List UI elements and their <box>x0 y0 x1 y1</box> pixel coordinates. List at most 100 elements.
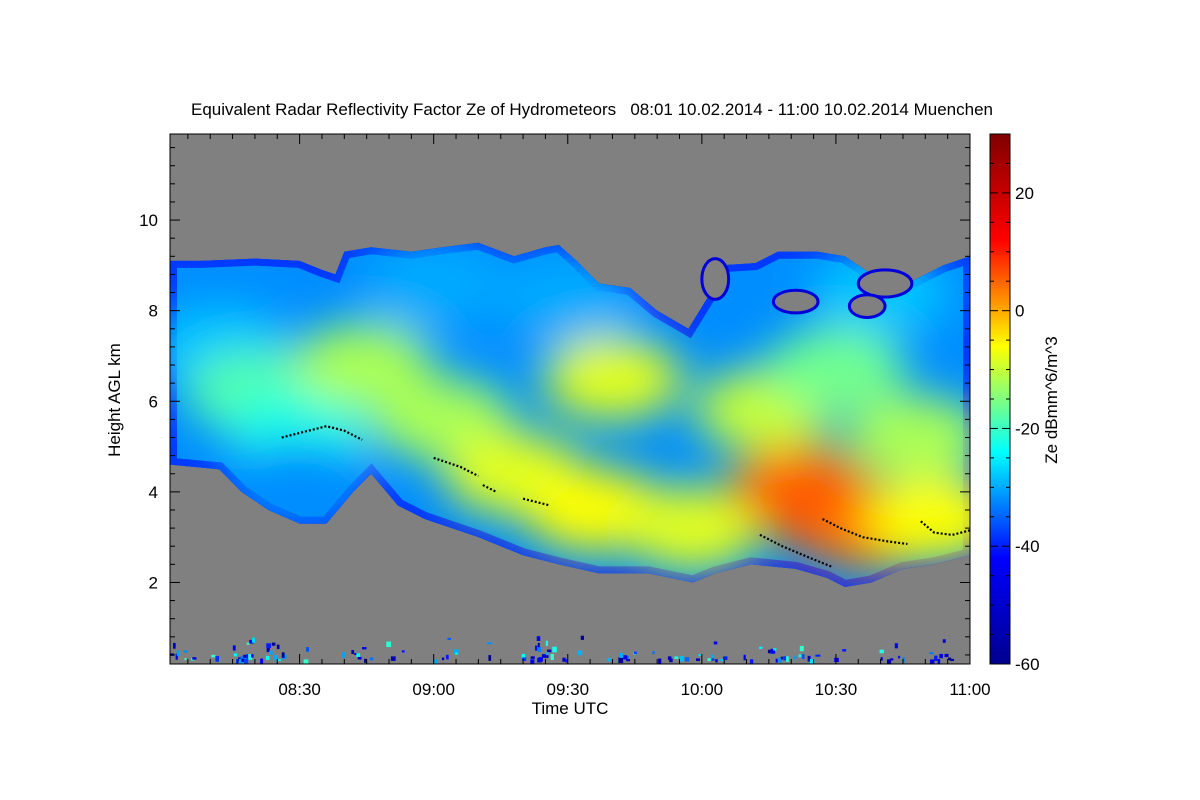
clutter-pixel <box>565 659 568 663</box>
x-tick-label: 10:00 <box>681 680 724 699</box>
clutter-pixel <box>743 654 746 661</box>
clutter-pixel <box>897 655 901 659</box>
clutter-pixel <box>842 649 847 652</box>
clutter-pixel <box>281 652 285 658</box>
melting-layer-marks <box>281 425 970 568</box>
clutter-pixel <box>780 656 784 660</box>
clutter-pixel <box>815 654 821 657</box>
clutter-pixel <box>773 648 777 651</box>
clutter-pixel <box>446 654 449 660</box>
clutter-pixel <box>248 653 253 660</box>
clutter-pixel <box>369 657 374 661</box>
clutter-pixel <box>545 640 548 646</box>
clutter-pixel <box>232 645 236 651</box>
clutter-pixel <box>807 655 811 662</box>
clutter-pixel <box>522 657 527 662</box>
clutter-pixel <box>250 654 254 658</box>
clutter-pixel <box>633 651 637 655</box>
echo-gap <box>771 288 820 315</box>
clutter-pixel <box>607 658 611 662</box>
clutter-pixel <box>488 655 492 661</box>
plot-area <box>169 133 971 665</box>
clutter-pixel <box>271 642 276 646</box>
clutter-pixel <box>249 639 254 644</box>
x-tick-label: 09:30 <box>546 680 589 699</box>
colorbar-ticks: -60 -40 -20 0 20 <box>990 162 1040 674</box>
clutter-pixel <box>939 653 943 659</box>
y-tick-label: 2 <box>149 573 158 592</box>
clutter-pixel <box>562 657 566 662</box>
clutter-pixel <box>342 652 345 658</box>
clutter-pixel <box>245 654 249 659</box>
reflectivity-cell <box>542 336 683 421</box>
reflectivity-cell <box>292 323 433 408</box>
x-tick-label: 10:30 <box>815 680 858 699</box>
clutter-pixel <box>719 658 725 662</box>
clutter-pixel <box>786 656 789 662</box>
y-axis: 2 4 6 8 10 <box>139 147 970 656</box>
clutter-pixel <box>273 655 278 661</box>
colorbar-tick-label: 20 <box>1015 184 1034 203</box>
clutter-pixel <box>537 642 540 648</box>
reflectivity-cell <box>363 242 504 326</box>
clutter-pixel <box>674 656 679 660</box>
clutter-pixel <box>652 651 655 655</box>
clutter-pixel <box>887 659 892 664</box>
clutter-pixel <box>949 658 955 661</box>
clutter-pixel <box>243 654 247 658</box>
clutter-pixel <box>362 647 367 650</box>
clutter-pixel <box>244 659 249 664</box>
melting-layer-mark <box>522 497 551 507</box>
y-tick-label: 6 <box>149 392 158 411</box>
ground-clutter <box>170 635 955 664</box>
clutter-pixel <box>770 648 776 654</box>
clutter-pixel <box>809 659 815 664</box>
clutter-pixel <box>536 636 541 641</box>
clutter-pixel <box>667 656 672 661</box>
clutter-pixel <box>538 646 542 652</box>
melting-layer-mark <box>920 520 970 537</box>
colorbar-tick-label: 0 <box>1015 302 1024 321</box>
clutter-pixel <box>351 650 355 654</box>
clutter-pixel <box>364 658 367 663</box>
clutter-pixel <box>530 659 535 664</box>
clutter-pixel <box>276 659 281 662</box>
clutter-pixel <box>942 639 946 643</box>
clutter-pixel <box>783 656 788 661</box>
clutter-pixel <box>434 659 438 664</box>
clutter-pixel <box>778 657 782 663</box>
echo-gap <box>856 268 914 299</box>
x-tick-label: 09:00 <box>412 680 455 699</box>
clutter-pixel <box>251 637 256 643</box>
clutter-pixel <box>552 646 557 653</box>
y-tick-label: 10 <box>139 211 158 230</box>
clutter-pixel <box>580 635 585 640</box>
clutter-pixel <box>798 654 801 658</box>
clutter-pixel <box>236 659 239 664</box>
clutter-pixel <box>176 650 180 656</box>
clutter-pixel <box>711 654 714 659</box>
clutter-pixel <box>929 659 935 664</box>
reflectivity-cell <box>846 395 970 480</box>
clutter-pixel <box>266 643 271 649</box>
clutter-pixel <box>211 654 216 658</box>
colorbar-tick-label: -60 <box>1015 655 1040 674</box>
clutter-pixel <box>618 657 624 664</box>
clutter-pixel <box>390 656 396 661</box>
clutter-pixel <box>545 654 549 658</box>
clutter-pixel <box>535 645 538 651</box>
clutter-pixel <box>679 656 684 662</box>
reflectivity-cell <box>622 486 763 571</box>
clutter-pixel <box>902 657 905 663</box>
reflectivity-cell <box>864 477 970 562</box>
clutter-pixel <box>759 646 763 649</box>
clutter-pixel <box>669 658 673 663</box>
clutter-pixel <box>894 643 898 649</box>
clutter-pixel <box>306 647 310 652</box>
clutter-pixel <box>707 658 711 662</box>
clutter-pixel <box>269 650 273 655</box>
clutter-pixel <box>453 649 459 655</box>
clutter-pixel <box>577 650 583 656</box>
clutter-pixel <box>619 652 624 658</box>
clutter-pixel <box>723 656 728 661</box>
